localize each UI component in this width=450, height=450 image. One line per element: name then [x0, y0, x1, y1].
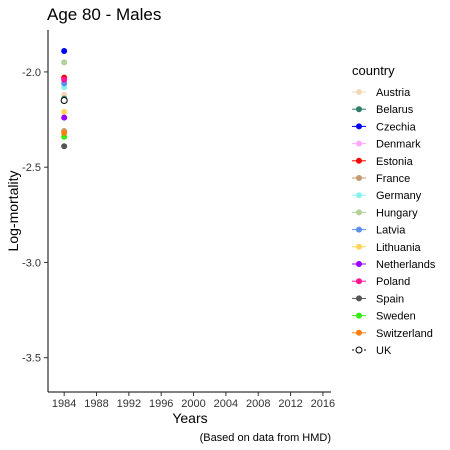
- legend-marker: [356, 192, 362, 199]
- legend-item: Poland: [352, 276, 410, 288]
- legend: country Austria Belarus Czechia Denmark Esto…: [352, 63, 436, 357]
- legend-marker: [355, 346, 363, 354]
- data-point-hungary: [61, 59, 68, 66]
- legend-item: Netherlands: [352, 259, 436, 271]
- x-tick-label: 1996: [149, 398, 173, 410]
- legend-marker: [356, 243, 362, 250]
- chart-caption: (Based on data from HMD): [200, 432, 331, 444]
- data-point-lithuania: [61, 108, 68, 115]
- legend-marker: [356, 295, 362, 302]
- legend-label: Czechia: [376, 121, 417, 133]
- legend-item: Hungary: [352, 207, 418, 219]
- legend-marker: [356, 209, 362, 216]
- legend-label: Lithuania: [376, 242, 422, 254]
- x-tick-label: 1984: [52, 398, 76, 410]
- legend-marker: [356, 226, 362, 233]
- y-tick-label: -3.0: [22, 257, 41, 269]
- x-tick-label: 2008: [246, 398, 270, 410]
- chart-title: Age 80 - Males: [47, 5, 161, 24]
- legend-marker: [356, 175, 362, 181]
- data-point-uk: [60, 96, 68, 104]
- x-tick-label: 2000: [181, 398, 205, 410]
- legend-marker: [356, 140, 362, 147]
- legend-item: Germany: [352, 190, 422, 202]
- legend-label: Hungary: [376, 207, 418, 219]
- legend-item: Austria: [352, 87, 411, 99]
- legend-marker: [356, 329, 362, 336]
- x-tick-label: 2012: [278, 398, 302, 410]
- legend-label: Germany: [376, 190, 422, 202]
- legend-marker: [356, 261, 362, 267]
- legend-label: Switzerland: [376, 328, 433, 340]
- data-points: [60, 47, 68, 150]
- legend-item: Spain: [352, 293, 404, 305]
- legend-item: UK: [352, 345, 392, 357]
- data-point-netherlands: [61, 114, 68, 121]
- legend-item: Denmark: [352, 139, 421, 151]
- legend-marker: [356, 278, 362, 285]
- legend-item: Switzerland: [352, 328, 433, 340]
- data-point-switzerland: [61, 129, 68, 136]
- x-axis-ticks: 1984 1988 1992 1996 2000 2004 2008 2012 2016: [52, 392, 335, 410]
- data-point-czechia: [61, 47, 68, 54]
- legend-marker: [356, 89, 362, 95]
- x-tick-label: 2016: [311, 398, 335, 410]
- x-tick-label: 1992: [117, 398, 141, 410]
- legend-items: Austria Belarus Czechia Denmark Estonia Franc…: [352, 87, 436, 357]
- legend-label: France: [376, 173, 410, 185]
- legend-marker: [356, 312, 362, 319]
- plot-area: -2.0 -2.5 -3.0 -3.5 1984 1988 1992 1996 2000 200…: [22, 30, 335, 410]
- legend-label: Belarus: [376, 104, 414, 116]
- data-point-poland: [61, 76, 68, 83]
- legend-marker: [356, 106, 362, 113]
- y-tick-label: -2.5: [22, 162, 41, 174]
- y-tick-label: -3.5: [22, 353, 41, 365]
- legend-label: Poland: [376, 276, 410, 288]
- legend-item: Latvia: [352, 225, 406, 237]
- y-tick-label: -2.0: [22, 67, 41, 79]
- legend-item: Lithuania: [352, 242, 422, 254]
- legend-label: Sweden: [376, 311, 416, 323]
- y-axis-label: Log-mortality: [5, 171, 21, 252]
- legend-label: Spain: [376, 293, 404, 305]
- legend-label: Estonia: [376, 156, 414, 168]
- y-axis-ticks: -2.0 -2.5 -3.0 -3.5: [22, 67, 48, 365]
- legend-title: country: [352, 63, 395, 78]
- legend-item: France: [352, 173, 410, 185]
- legend-label: Netherlands: [376, 259, 436, 271]
- legend-marker: [356, 157, 362, 164]
- legend-item: Belarus: [352, 104, 414, 116]
- legend-item: Estonia: [352, 156, 414, 168]
- legend-marker: [356, 123, 362, 130]
- legend-label: Austria: [376, 87, 411, 99]
- legend-label: Denmark: [376, 139, 421, 151]
- legend-label: Latvia: [376, 225, 406, 237]
- data-point-spain: [61, 143, 68, 150]
- x-tick-label: 1988: [84, 398, 108, 410]
- legend-item: Sweden: [352, 311, 416, 323]
- legend-item: Czechia: [352, 121, 417, 133]
- x-tick-label: 2004: [214, 398, 238, 410]
- legend-label: UK: [376, 345, 392, 357]
- x-axis-label: Years: [172, 410, 207, 426]
